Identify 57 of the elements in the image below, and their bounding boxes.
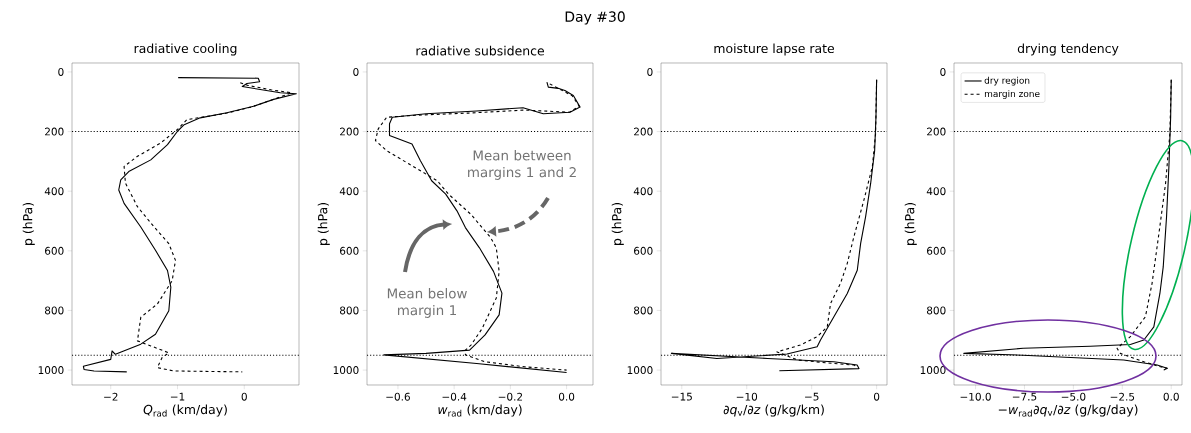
y-tick-label: 800	[44, 306, 64, 315]
y-tick-label: 1000	[38, 366, 64, 375]
y-tick-label: 800	[926, 306, 946, 315]
y-tick-label: 0	[58, 67, 64, 76]
x-axis-title: Q$_{rad}$ (km/day)	[143, 404, 227, 417]
y-tick-label: 400	[44, 187, 64, 196]
y-tick-label: 1000	[627, 366, 653, 375]
x-axis-title: ∂q$_{v}$/∂z (g/kg/km)	[723, 404, 824, 417]
x-tick-label: −0.4	[442, 392, 467, 401]
x-tick-label: 0.0	[558, 392, 575, 401]
y-tick-label: 200	[45, 127, 64, 136]
y-tick-label: 600	[634, 246, 653, 255]
x-tick-label: −7.5	[1012, 392, 1037, 401]
y-tick-label: 1000	[920, 366, 946, 375]
y-tick-label: 400	[926, 187, 946, 196]
y-tick-label: 200	[340, 127, 359, 136]
annotation: Mean below margin 1	[387, 288, 467, 318]
chart-title: radiative subsidence	[416, 45, 544, 56]
y-axis-title: p (hPa)	[904, 203, 917, 245]
y-tick-label: 400	[339, 187, 359, 196]
y-tick-label: 600	[45, 246, 64, 255]
y-tick-label: 200	[927, 127, 946, 136]
x-tick-label: −10.0	[960, 392, 991, 401]
x-tick-label: −15	[671, 392, 692, 401]
x-tick-label: −2.5	[1110, 392, 1135, 401]
x-tick-label: −1	[170, 392, 185, 401]
y-axis-title: p (hPa)	[317, 203, 330, 245]
x-tick-label: 0	[241, 392, 247, 401]
x-tick-label: −0.6	[386, 392, 410, 401]
y-tick-label: 400	[633, 187, 653, 196]
legend-label: margin zone	[984, 90, 1040, 99]
x-tick-label: −2	[104, 392, 118, 401]
chart-title: drying tendency	[1017, 43, 1119, 56]
x-tick-label: −0.2	[498, 392, 523, 401]
annotation: Mean between margins 1 and 2	[468, 150, 576, 180]
x-tick-label: −5.0	[1061, 392, 1086, 401]
text: Day #30	[565, 11, 625, 25]
y-axis-title: p (hPa)	[22, 203, 35, 245]
y-tick-label: 0	[647, 67, 653, 76]
y-tick-label: 200	[634, 127, 653, 136]
legend-label: dry region	[984, 76, 1030, 86]
y-tick-label: 800	[339, 306, 359, 315]
text: −w$_{rad}$∂q$_{v}$/∂z (g/kg/day)	[998, 404, 1138, 417]
y-tick-label: 1000	[333, 366, 359, 375]
chart-title: radiative cooling	[134, 43, 237, 56]
x-tick-label: −5	[805, 392, 819, 401]
y-tick-label: 600	[927, 246, 946, 255]
y-axis-title: p (hPa)	[611, 203, 624, 245]
x-tick-label: 0	[873, 392, 880, 401]
y-tick-label: 800	[633, 306, 653, 315]
chart-title: moisture lapse rate	[714, 43, 835, 56]
x-tick-label: −10	[736, 392, 758, 401]
x-tick-label: 0.0	[1163, 392, 1179, 401]
y-tick-label: 600	[340, 246, 359, 255]
y-tick-label: 0	[353, 67, 359, 76]
y-tick-label: 0	[940, 67, 946, 76]
x-axis-title: w$_{rad}$ (km/day)	[438, 404, 522, 417]
